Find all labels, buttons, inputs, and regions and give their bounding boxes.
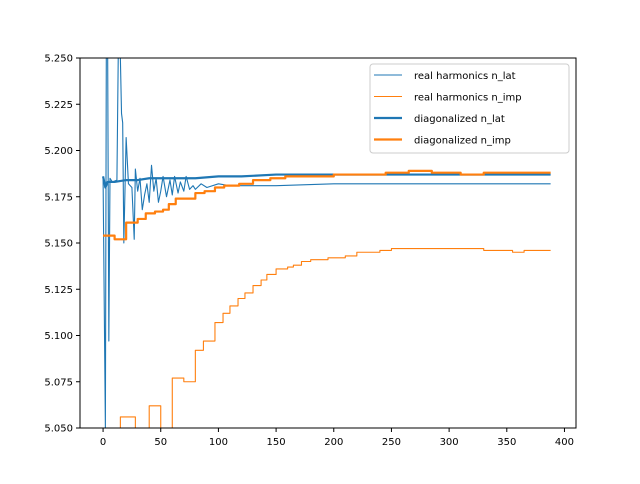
series-line-real-harmonics-n-imp xyxy=(119,248,551,428)
y-tick-label: 5.050 xyxy=(44,424,73,435)
legend-label: real harmonics n_lat xyxy=(414,71,516,82)
x-tick-label: 200 xyxy=(324,437,343,448)
x-tick-label: 100 xyxy=(209,437,228,448)
y-tick-label: 5.100 xyxy=(44,331,73,342)
x-tick-label: 150 xyxy=(267,437,286,448)
legend-label: real harmonics n_imp xyxy=(414,93,522,104)
x-axis: 0 50 100 150 200 250 300 350 400 xyxy=(100,428,574,448)
legend-label: diagonalized n_imp xyxy=(414,136,511,147)
legend-label: diagonalized n_lat xyxy=(414,114,505,125)
x-tick-label: 0 xyxy=(100,437,106,448)
y-tick-label: 5.200 xyxy=(44,146,73,157)
y-axis: 5.050 5.075 5.100 5.125 5.150 5.175 5.200 5.225… xyxy=(44,54,80,435)
x-tick-label: 250 xyxy=(382,437,401,448)
y-tick-label: 5.150 xyxy=(44,239,73,250)
series-line-diagonalized-n-lat xyxy=(101,173,551,189)
x-tick-label: 50 xyxy=(154,437,167,448)
legend-box xyxy=(369,63,570,154)
y-tick-label: 5.075 xyxy=(44,377,73,388)
plot-lines xyxy=(101,58,551,428)
x-tick-label: 400 xyxy=(555,437,574,448)
x-tick-label: 350 xyxy=(497,437,516,448)
y-tick-label: 5.175 xyxy=(44,192,73,203)
y-tick-label: 5.125 xyxy=(44,285,73,296)
series-line-real-harmonics-n-lat xyxy=(102,58,551,428)
y-tick-label: 5.225 xyxy=(44,100,73,111)
y-tick-label: 5.250 xyxy=(44,54,73,65)
x-tick-label: 300 xyxy=(440,437,459,448)
series-line-diagonalized-n-imp xyxy=(103,169,551,241)
